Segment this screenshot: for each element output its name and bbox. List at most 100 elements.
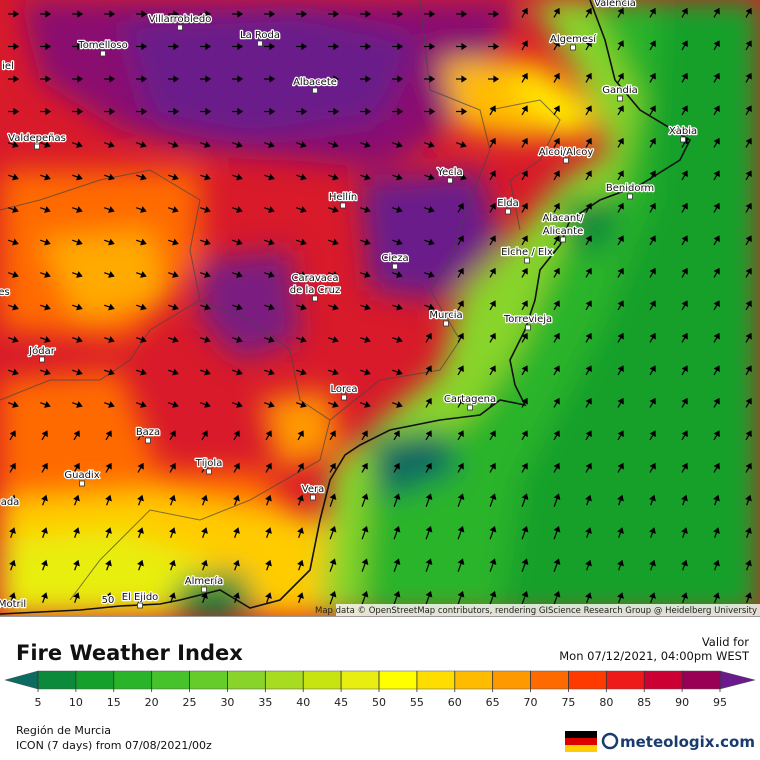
wind-arrow [200, 42, 212, 51]
arrow-head [9, 430, 16, 438]
wind-arrow [232, 238, 243, 246]
arrow-head [493, 42, 500, 51]
wind-arrow [296, 368, 307, 376]
arrow-head [169, 494, 176, 502]
arrow-head [333, 75, 340, 83]
wind-arrow [681, 105, 688, 116]
wind-arrow [72, 303, 83, 311]
arrow-head [364, 336, 371, 343]
wind-arrow [104, 206, 115, 213]
arrow-head [140, 303, 147, 311]
legend-swatch [189, 670, 228, 690]
wind-arrow [169, 462, 176, 473]
city-label: Tíjola [195, 457, 223, 469]
arrow-head [300, 271, 307, 278]
wind-arrow [169, 559, 176, 571]
wind-arrow [392, 401, 403, 408]
legend-tick-label: 45 [334, 696, 348, 709]
wind-arrow [489, 105, 496, 116]
arrow-head [364, 238, 371, 246]
arrow-head [9, 462, 16, 470]
wind-arrow [649, 559, 656, 571]
wind-arrow [649, 494, 656, 506]
wind-arrow [232, 107, 244, 116]
arrow-head [396, 401, 403, 408]
arrow-head [617, 300, 624, 308]
wind-arrow [745, 202, 752, 213]
wind-arrow [265, 430, 272, 441]
wind-arrow [72, 173, 83, 181]
wind-arrow [553, 525, 561, 540]
wind-arrow [136, 107, 148, 116]
arrow-head [108, 141, 115, 148]
wind-arrow [328, 238, 339, 246]
wind-arrow [329, 590, 337, 605]
arrow-head [553, 462, 560, 470]
wind-arrow [745, 300, 752, 311]
arrow-head [41, 494, 48, 502]
wind-arrow [40, 173, 51, 181]
arrow-head [137, 430, 144, 438]
wind-arrow [136, 401, 147, 408]
arrow-head [521, 170, 528, 178]
wind-arrow [136, 303, 147, 311]
arrow-head [745, 397, 752, 405]
arrow-head [44, 368, 51, 376]
arrow-head [457, 300, 464, 308]
wind-arrow [265, 494, 272, 506]
wind-arrow [489, 202, 496, 213]
arrow-head [141, 42, 148, 51]
arrow-head [428, 238, 435, 246]
arrow-head [713, 267, 720, 275]
wind-arrow [137, 527, 144, 538]
legend-swatch [302, 670, 342, 690]
arrow-head [457, 202, 464, 210]
wind-arrow [553, 105, 560, 116]
arrow-head [745, 559, 752, 567]
arrow-head [713, 72, 720, 80]
wind-arrow [297, 462, 304, 473]
wind-arrow [649, 202, 656, 213]
arrow-head [681, 170, 688, 178]
arrow-head [713, 235, 720, 243]
arrow-head [713, 332, 720, 340]
arrow-head [329, 590, 337, 598]
arrow-head [457, 558, 465, 566]
arrow-head [205, 75, 212, 83]
city-label: Torrevieja [503, 314, 552, 325]
city-label: La Roda [240, 30, 280, 41]
arrow-head [76, 303, 83, 311]
arrow-head [429, 107, 436, 116]
arrow-head [329, 462, 336, 470]
arrow-head [649, 267, 656, 275]
arrow-head [300, 336, 307, 343]
arrow-head [585, 332, 592, 340]
legend-tick-label: 10 [69, 696, 83, 709]
arrow-head [169, 527, 176, 534]
arrow-head [76, 401, 83, 408]
wind-arrow [585, 72, 592, 83]
wind-arrow [200, 336, 211, 343]
arrow-head [44, 271, 51, 278]
arrow-head [713, 430, 720, 438]
arrow-head [300, 401, 307, 408]
wind-arrow [585, 40, 592, 51]
arrow-head [617, 137, 624, 145]
arrow-head [681, 235, 688, 243]
wind-arrow [713, 105, 720, 116]
city-label: Villarrobledo [149, 14, 212, 25]
arrow-head [745, 430, 752, 438]
wind-arrow [521, 493, 529, 507]
wind-arrow [489, 430, 496, 441]
wind-arrow [553, 365, 560, 376]
arrow-head [140, 336, 147, 343]
arrow-head [76, 206, 83, 213]
arrow-head [585, 267, 592, 275]
arrow-head [617, 7, 624, 15]
arrow-head [681, 105, 688, 113]
arrow-head [172, 141, 179, 148]
arrow-head [108, 368, 115, 376]
legend-tick-label: 90 [675, 696, 689, 709]
arrow-head [617, 527, 624, 534]
arrow-head [140, 173, 147, 181]
